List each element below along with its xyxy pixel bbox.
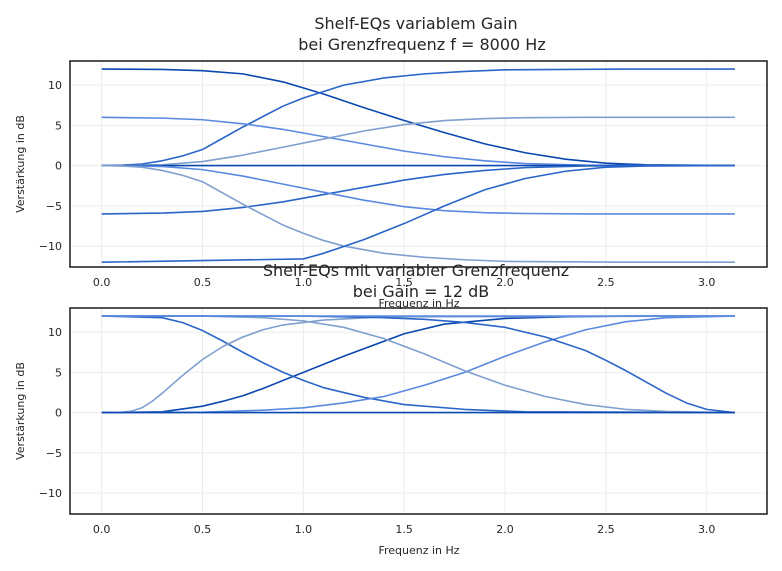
chart-2-x-ticks: 0.0 0.5 1.0 1.5 2.0 2.5 3.0 [93,523,716,536]
chart-2: 0.0 0.5 1.0 1.5 2.0 2.5 3.0 −10 −5 0 5 10 Shelf-EQ… [14,261,768,557]
y-tick-label: 5 [55,366,62,379]
series-line-3 [101,116,735,167]
x-tick-label: 1.5 [395,276,413,289]
x-tick-label: 0.0 [93,276,111,289]
series-line-3 [101,315,735,414]
x-tick-label: 1.5 [395,523,413,536]
chart-2-series [101,315,736,414]
y-tick-label: 5 [55,119,62,132]
x-tick-label: 2.0 [496,523,514,536]
x-tick-label: 2.0 [496,276,514,289]
series-line-1 [101,315,735,414]
chart-2-title: Shelf-EQs mit variabler Grenzfrequenz [263,261,569,280]
chart-1-subtitle: bei Grenzfrequenz f = 8000 Hz [298,35,545,54]
chart-1-y-ticks: −10 −5 0 5 10 [39,79,62,253]
x-tick-label: 2.5 [597,276,615,289]
chart-2-y-axis-label: Verstärkung in dB [14,362,27,460]
chart-1-x-ticks: 0.0 0.5 1.0 1.5 2.0 2.5 3.0 [93,276,716,289]
y-tick-label: −10 [39,240,62,253]
y-tick-label: 10 [48,79,62,92]
chart-1-series [101,68,735,263]
chart-1-y-axis-label: Verstärkung in dB [14,115,27,213]
chart-2-subtitle: bei Gain = 12 dB [353,282,489,301]
series-line-6 [101,164,735,215]
x-tick-label: 3.0 [698,523,716,536]
chart-1: Shelf-EQs variablem Gain bei Grenzfreque… [14,14,768,310]
chart-1-x-axis-label: Frequenz in Hz [378,297,459,310]
x-tick-label: 2.5 [597,523,615,536]
chart-2-x-axis-label: Frequenz in Hz [378,544,459,557]
series-line-2 [101,315,735,414]
series-line-8 [101,164,735,263]
y-tick-label: −5 [46,447,62,460]
x-tick-label: 1.0 [295,523,313,536]
series-line-7 [101,164,735,215]
x-tick-label: 0.5 [194,276,212,289]
chart-1-title: Shelf-EQs variablem Gain [314,14,517,33]
series-line-1 [101,68,735,167]
chart-1-axes-frame [69,60,768,268]
series-line-6 [101,315,736,414]
y-tick-label: 10 [48,326,62,339]
series-line-5 [101,315,735,414]
y-tick-label: 0 [55,407,62,420]
series-line-9 [101,164,735,263]
x-tick-label: 3.0 [698,276,716,289]
x-tick-label: 0.0 [93,523,111,536]
x-tick-label: 0.5 [194,523,212,536]
chart-2-axes-frame [69,307,768,515]
series-line-4 [101,315,735,414]
series-line-2 [101,68,735,167]
y-tick-label: −5 [46,200,62,213]
series-line-4 [101,116,735,167]
y-tick-label: 0 [55,160,62,173]
chart-2-y-ticks: −10 −5 0 5 10 [39,326,62,500]
x-tick-label: 1.0 [295,276,313,289]
y-tick-label: −10 [39,487,62,500]
